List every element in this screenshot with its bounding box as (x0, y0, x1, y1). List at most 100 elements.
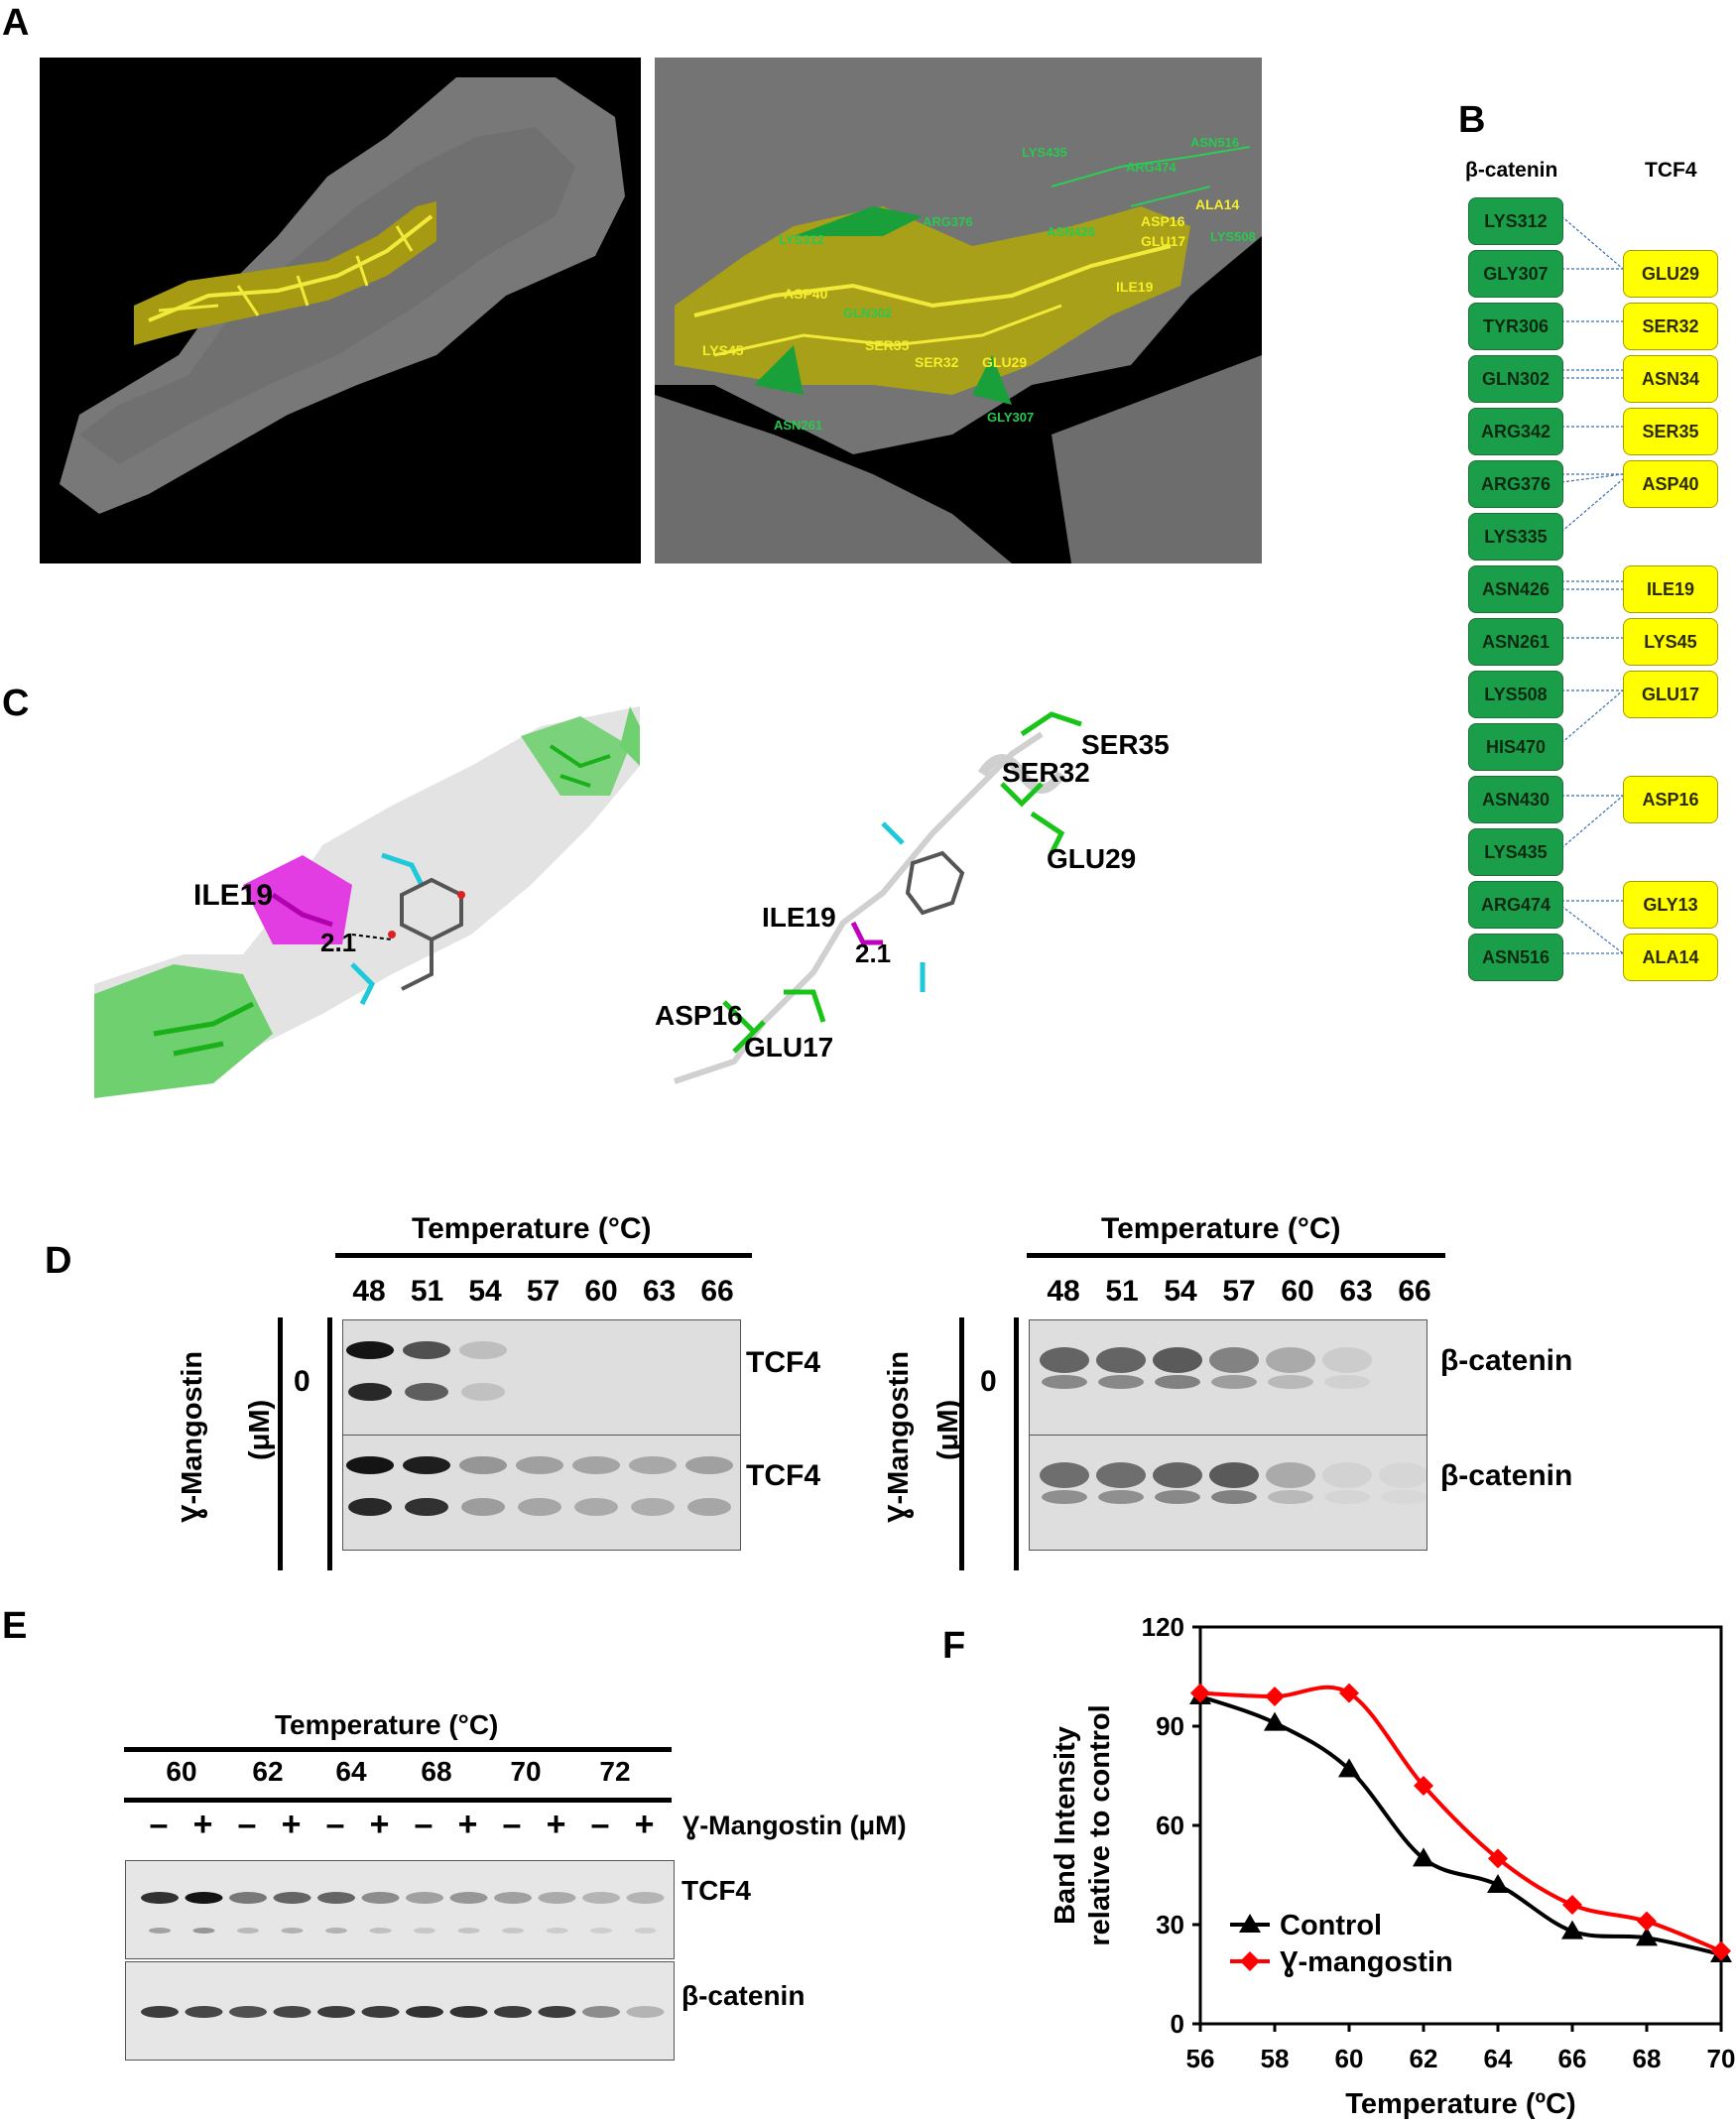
beta-catenin-residue: ARG376 (1468, 460, 1563, 508)
d-left-ybar (278, 1317, 283, 1570)
blot-band (449, 1892, 488, 1904)
data-point-series-1 (1637, 1911, 1657, 1932)
b-col-tcf4: TCF4 (1645, 159, 1697, 182)
d-right-protein-bottom: β-catenin (1440, 1459, 1573, 1492)
label-arg376: ARG376 (923, 214, 973, 229)
blot-band (494, 1892, 532, 1904)
beta-catenin-residue: GLN302 (1468, 355, 1563, 403)
blot-band (1042, 1490, 1087, 1504)
plus-sign: + (634, 1806, 655, 1843)
blot-band (538, 2006, 576, 2018)
d-left-temp-bar (335, 1253, 752, 1258)
blot-band (461, 1383, 505, 1401)
blot-band (346, 1456, 394, 1474)
beta-catenin-residue: ASN430 (1468, 776, 1563, 823)
blot-band (192, 1928, 215, 1934)
tcf4-residue: SER35 (1623, 408, 1718, 455)
blot-band (317, 1892, 355, 1904)
blot-band (369, 1928, 392, 1934)
temperature-label: 68 (421, 1756, 452, 1787)
plus-sign: + (281, 1806, 302, 1843)
label-ser32: SER32 (915, 354, 959, 370)
blot-band (1040, 1347, 1089, 1373)
data-point-series-0 (1413, 1847, 1434, 1867)
label-lys435: LYS435 (1022, 145, 1067, 160)
blot-band (459, 1341, 507, 1359)
blot-band (461, 1498, 505, 1516)
panel-label-f: F (942, 1625, 966, 1667)
tcf4-residue: GLU17 (1623, 671, 1718, 718)
beta-catenin-residue: ARG342 (1468, 408, 1563, 455)
series-line-0 (1199, 1694, 1722, 1956)
blot-band (1155, 1375, 1200, 1389)
y-tick-label: 90 (1156, 1711, 1184, 1741)
data-point-series-0 (1636, 1927, 1658, 1946)
beta-catenin-residue: ASN516 (1468, 934, 1563, 981)
temperature-label: 62 (252, 1756, 284, 1787)
structure-image-a-left (40, 58, 641, 563)
blot-band (1268, 1490, 1313, 1504)
blot-beta-catenin-dose-5 (1029, 1435, 1427, 1551)
blot-band (546, 1928, 568, 1934)
blot-band (518, 1498, 561, 1516)
d-right-ybar-2 (1014, 1317, 1019, 1570)
data-point-series-1 (1339, 1683, 1359, 1703)
structure-image-a-right: LYS435 ARG474 ASN516 ARG376 LYS312 ASN42… (655, 58, 1262, 563)
legend-label-1: Ɣ-mangostin (1280, 1946, 1453, 1978)
blot-band (1096, 1462, 1146, 1488)
plus-sign: + (369, 1806, 390, 1843)
panel-label-d: D (45, 1240, 72, 1282)
label-asn261: ASN261 (774, 418, 822, 433)
data-point-series-1 (1265, 1687, 1285, 1706)
blot-tcf4-dose-0 (342, 1319, 741, 1436)
label-gln302: GLN302 (843, 306, 892, 320)
label-ile19: ILE19 (1116, 279, 1154, 295)
d-left-protein-top: TCF4 (746, 1346, 820, 1379)
temperature-label: 60 (1281, 1275, 1314, 1308)
thermal-shift-line-chart: 0 30 60 90 120 56 58 60 62 64 66 68 70 Temperature (º… (1050, 1612, 1735, 2120)
temperature-label: 64 (335, 1756, 367, 1787)
d-right-ybar (959, 1317, 964, 1570)
data-point-series-0 (1338, 1758, 1360, 1778)
blot-beta-catenin-dose-0 (1029, 1319, 1427, 1436)
panel-label-e: E (2, 1605, 28, 1647)
d-left-ylabel-2: (μM) (244, 1399, 276, 1460)
y-tick-label: 60 (1156, 1811, 1184, 1840)
label-ser35: SER35 (865, 337, 910, 353)
beta-catenin-residue: HIS470 (1468, 723, 1563, 771)
blot-band (149, 1928, 171, 1934)
e-protein-top: TCF4 (682, 1875, 751, 1906)
blot-band (1042, 1375, 1087, 1389)
data-point-series-1 (1711, 1940, 1731, 1961)
legend-marker-0 (1239, 1914, 1261, 1933)
plus-sign: + (546, 1806, 566, 1843)
c-right-ser35-label: SER35 (1081, 729, 1170, 760)
d-left-protein-bottom: TCF4 (746, 1459, 820, 1492)
temperature-label: 60 (584, 1275, 618, 1308)
plus-sign: + (192, 1806, 213, 1843)
temperature-label: 54 (1164, 1275, 1197, 1308)
blot-band (317, 2006, 355, 2018)
blot-band (1211, 1490, 1257, 1504)
blot-band (1098, 1490, 1144, 1504)
blot-band (406, 1892, 443, 1904)
blot-band (457, 1928, 480, 1934)
x-tick-label: 64 (1484, 2044, 1513, 2073)
blot-band (403, 1341, 450, 1359)
tcf4-residue: SER32 (1623, 303, 1718, 350)
temperature-label: 72 (599, 1756, 631, 1787)
blot-band (494, 2006, 532, 2018)
data-point-series-0 (1561, 1920, 1583, 1939)
minus-sign: – (237, 1806, 257, 1843)
d-left-ybar-2 (327, 1317, 332, 1570)
blot-band (1379, 1462, 1426, 1488)
temperature-label: 51 (410, 1275, 444, 1308)
c-right-ile19-label: ILE19 (762, 902, 836, 933)
label-asn426: ASN426 (1047, 224, 1095, 239)
b-col-beta-catenin: β-catenin (1465, 159, 1558, 182)
y-tick-label: 120 (1142, 1612, 1184, 1642)
minus-sign: – (149, 1806, 169, 1843)
temperature-label: 70 (510, 1756, 542, 1787)
d-left-ylabel-1: Ɣ-Mangostin (177, 1350, 208, 1523)
label-lys312: LYS312 (779, 232, 824, 247)
